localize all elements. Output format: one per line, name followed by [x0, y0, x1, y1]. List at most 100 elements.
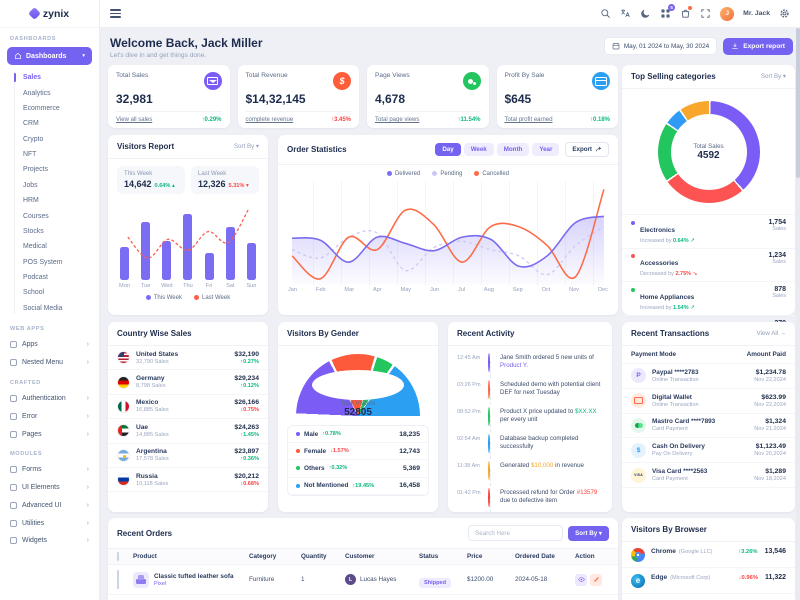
view-order-button[interactable] [575, 573, 587, 586]
sidebar-submenu-item[interactable]: Projects [23, 166, 48, 174]
recent-activity-card: Recent Activity 12:45 Am Jane Smith orde… [448, 322, 612, 513]
sidebar-nav-item[interactable]: Forms › [0, 461, 99, 479]
logo[interactable]: zynix [0, 0, 99, 28]
chevron-right-icon: › [86, 537, 89, 545]
chevron-right-icon: › [86, 341, 89, 349]
browser-visitors: 13,546 [764, 547, 786, 555]
category-unit: Sales [772, 292, 786, 299]
forms-icon [10, 466, 17, 474]
sidebar-submenu-item[interactable]: Medical [23, 243, 47, 251]
sidebar-submenu-item[interactable]: School [23, 289, 45, 297]
period-tab[interactable]: Day [435, 143, 461, 156]
sidebar-item-dashboards[interactable]: Dashboards ▾ [7, 47, 92, 65]
page-scrollbar[interactable] [796, 28, 800, 600]
sidebar-submenu-item[interactable]: Ecommerce [23, 104, 60, 112]
gender-value: 18,235 [399, 430, 420, 438]
edit-order-button[interactable] [590, 573, 602, 586]
payment-mode: Visa Card ****2563 [652, 468, 708, 476]
fullscreen-icon[interactable] [700, 8, 711, 19]
sidebar-submenu-item[interactable]: Podcast [23, 274, 48, 282]
gauge-center-label: Total Visitors [340, 400, 376, 407]
sidebar-nav-item[interactable]: Error › [0, 407, 99, 425]
sidebar-submenu-item[interactable]: Social Media [23, 304, 63, 312]
page-views-users-icon [462, 72, 481, 90]
sort-by-dropdown[interactable]: Sort By ▾ [760, 73, 786, 80]
card-title: Recent Activity [457, 329, 515, 338]
scrollbar-thumb[interactable] [796, 28, 800, 178]
sidebar-submenu-item[interactable]: Stocks [23, 227, 44, 235]
date-range-picker[interactable]: May, 01 2024 to May, 30 2024 [603, 37, 718, 55]
kpi-link[interactable]: View all sales [116, 117, 153, 123]
country-sales-count: 32,790 Sales [136, 358, 169, 365]
export-report-button[interactable]: Export report [723, 37, 793, 55]
activity-status-ring-icon [488, 379, 490, 399]
gender-row: Male ↑0.78% 18,235 [288, 426, 428, 444]
category-name: Electronics [640, 226, 676, 234]
card-title: Visitors By Browser [631, 525, 707, 534]
sidebar-submenu-item[interactable]: Analytics [23, 89, 51, 97]
nav-item-label: Nested Menu [22, 359, 63, 367]
donut-center-value: 4592 [697, 149, 720, 161]
settings-gear-icon[interactable] [779, 8, 790, 19]
moon-icon[interactable] [640, 8, 651, 19]
orders-sort-button[interactable]: Sort By ▾ [568, 525, 609, 541]
sidebar-nav-item[interactable]: Authentication › [0, 390, 99, 408]
sidebar-submenu-item[interactable]: Crypto [23, 135, 44, 143]
sidebar-section-dashboards: DASHBOARDS [10, 36, 57, 42]
sidebar-submenu-item[interactable]: Sales [14, 70, 99, 85]
recent-orders-card: Recent Orders Sort By ▾ Product Category… [108, 518, 618, 600]
row-checkbox[interactable] [117, 569, 119, 589]
period-tab[interactable]: Week [463, 143, 494, 156]
transaction-row: Digital Wallet Online Transaction $623.9… [622, 389, 795, 414]
weekday-label: Fri [205, 283, 213, 289]
sidebar-nav-item[interactable]: Nested Menu › [0, 354, 99, 372]
apps-badge: 5 [668, 4, 676, 11]
sidebar-nav-item[interactable]: UI Elements › [0, 479, 99, 497]
legend-dot [296, 466, 300, 471]
sidebar-nav-item[interactable]: Widgets › [0, 532, 99, 550]
month-label: May [400, 287, 412, 294]
nav-item-label: Utilities [22, 519, 45, 527]
view-all-link[interactable]: View All → [756, 330, 786, 337]
activity-text: Processed refund for Order #13579 due to… [500, 488, 598, 505]
select-all-checkbox[interactable] [117, 552, 119, 561]
sidebar-nav-item[interactable]: Utilities › [0, 514, 99, 532]
gender-value: 5,369 [402, 464, 420, 472]
sort-by-dropdown[interactable]: Sort By ▾ [233, 143, 259, 150]
sidebar-submenu-item[interactable]: HRM [23, 197, 39, 205]
kpi-link[interactable]: Total profit earned [504, 117, 553, 123]
sidebar-submenu-item[interactable]: POS System [23, 258, 63, 266]
logo-icon [27, 7, 41, 20]
sidebar-section-crafted: CRAFTED [10, 379, 41, 386]
search-icon[interactable] [600, 8, 611, 19]
export-button[interactable]: Export [565, 142, 609, 157]
nav-item-label: Authentication [22, 394, 66, 402]
amount-paid: $1,289 [765, 468, 786, 476]
user-avatar[interactable]: J [720, 6, 735, 21]
orders-search-input[interactable] [468, 525, 564, 541]
pages-icon [10, 430, 17, 438]
transaction-row: Mastro Card ****7893 Card Payment $1,324… [622, 414, 795, 439]
sidebar-submenu-item[interactable]: Jobs [23, 181, 38, 189]
kpi-link[interactable]: complete revenue [245, 117, 294, 123]
payment-mode: Paypal ****2783 [652, 368, 699, 376]
sidebar-submenu-item[interactable]: Courses [23, 212, 49, 220]
translate-icon[interactable] [620, 8, 631, 19]
sidebar-submenu-item[interactable]: NFT [23, 151, 37, 159]
payment-mode: Digital Wallet [652, 393, 692, 401]
sidebar-submenu-item[interactable]: CRM [23, 120, 39, 128]
month-axis: Jan Feb Mar Apr May Jun Jul Aug Sep Oct Nov Dec [278, 285, 618, 297]
kpi-link[interactable]: Total page views [375, 117, 420, 123]
sidebar-nav-item[interactable]: Advanced UI › [0, 496, 99, 514]
sidebar-nav-item[interactable]: Pages › [0, 425, 99, 443]
shopping-bag-icon[interactable] [680, 6, 693, 19]
weekday-label: Mon [119, 283, 130, 289]
country-sales-count: 17,578 Sales [136, 456, 169, 463]
period-tab[interactable]: Year [532, 143, 560, 156]
activity-highlight: $XX.XX [574, 407, 597, 415]
category-legend-row: Home Appliances Increased by 1.54% ↗ 878… [622, 282, 795, 316]
apps-grid-icon[interactable]: 5 [660, 4, 676, 19]
period-tab[interactable]: Month [496, 143, 530, 156]
hamburger-menu-icon[interactable] [110, 7, 121, 19]
sidebar-nav-item[interactable]: Apps › [0, 336, 99, 354]
